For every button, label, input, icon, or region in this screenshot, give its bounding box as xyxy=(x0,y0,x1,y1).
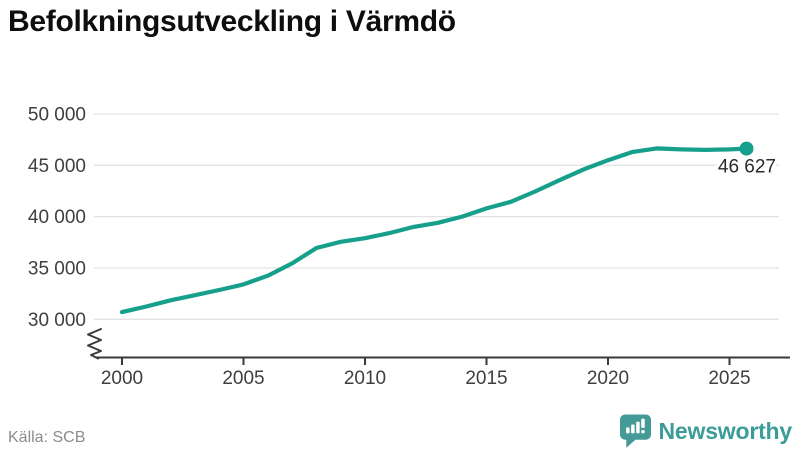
newsworthy-logo: Newsworthy xyxy=(619,414,792,448)
y-tick-label: 40 000 xyxy=(28,207,86,228)
x-tick-label: 2010 xyxy=(344,368,386,389)
x-tick-label: 2025 xyxy=(708,368,750,389)
x-tick-label: 2000 xyxy=(101,368,143,389)
newsworthy-wordmark: Newsworthy xyxy=(658,417,793,444)
y-tick-label: 35 000 xyxy=(28,258,86,279)
source-label: Källa: SCB xyxy=(8,429,86,446)
y-tick-label: 30 000 xyxy=(28,310,86,331)
y-tick-label: 45 000 xyxy=(28,156,86,177)
population-line xyxy=(119,146,749,315)
x-tick-label: 2015 xyxy=(465,368,507,389)
x-tick-label: 2020 xyxy=(587,368,629,389)
y-tick-label: 50 000 xyxy=(28,104,86,125)
x-tick-label: 2005 xyxy=(222,368,264,389)
end-point-dot xyxy=(739,141,754,156)
newsworthy-bar-chart-bubble-icon xyxy=(619,414,651,448)
end-value-label: 46 627 xyxy=(718,157,776,178)
axis-break-icon xyxy=(87,328,102,360)
page-title: Befolkningsutveckling i Värmdö xyxy=(8,5,456,38)
